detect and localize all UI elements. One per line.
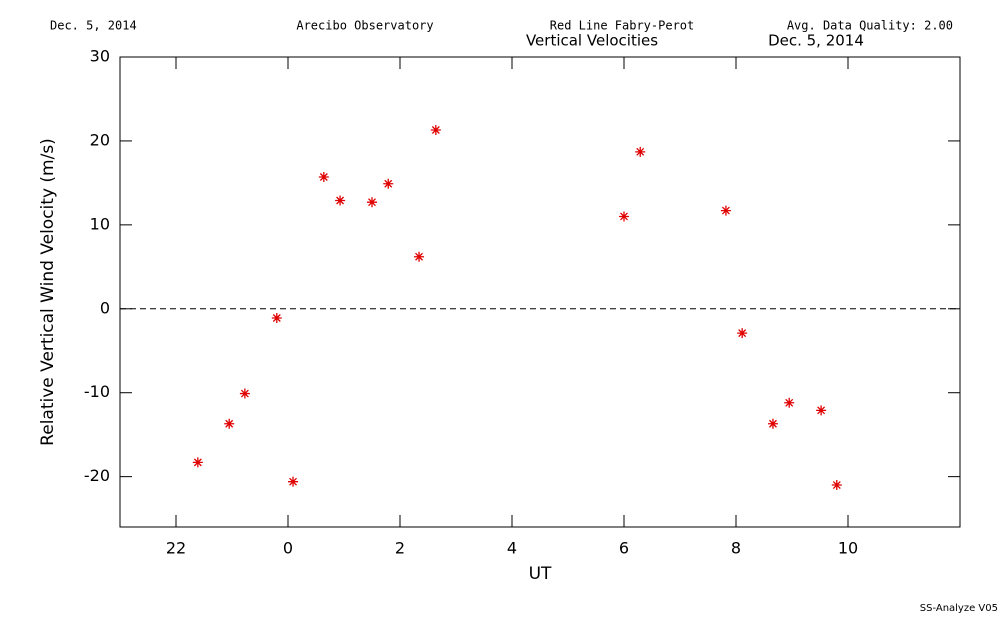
x-tick-label: 4 [507, 539, 517, 558]
x-tick-label: 22 [166, 539, 186, 558]
y-tick-label: -10 [84, 382, 110, 401]
point [383, 178, 394, 189]
chart-title: Vertical Velocities [526, 32, 658, 50]
header-site: Arecibo Observatory [296, 19, 433, 33]
point [767, 418, 778, 429]
y-tick-label: -20 [84, 466, 110, 485]
x-tick-label: 10 [838, 539, 858, 558]
point [192, 457, 203, 468]
y-tick-label: 0 [100, 298, 110, 317]
point [224, 418, 235, 429]
point [816, 405, 827, 416]
y-axis-label: Relative Vertical Wind Velocity (m/s) [38, 138, 58, 446]
x-tick-label: 0 [283, 539, 293, 558]
point [430, 125, 441, 136]
y-tick-label: 30 [90, 47, 110, 66]
point [335, 195, 346, 206]
footer: SS-Analyze V05 [920, 603, 998, 614]
point [720, 205, 731, 216]
point [831, 480, 842, 491]
title-date: Dec. 5, 2014 [768, 32, 864, 50]
x-tick-label: 6 [619, 539, 629, 558]
point [414, 251, 425, 262]
point [288, 476, 299, 487]
x-axis-label: UT [529, 564, 552, 584]
point [784, 397, 795, 408]
x-tick-label: 8 [731, 539, 741, 558]
header-quality: Avg. Data Quality: 2.00 [787, 19, 953, 33]
header-date: Dec. 5, 2014 [50, 19, 137, 33]
y-tick-label: 10 [90, 214, 110, 233]
point [271, 313, 282, 324]
point [367, 197, 377, 208]
point [239, 388, 250, 399]
x-tick-label: 2 [395, 539, 405, 558]
y-tick-label: 20 [90, 130, 110, 149]
point [318, 172, 329, 183]
point [619, 211, 629, 222]
point [635, 146, 646, 157]
header-instrument: Red Line Fabry-Perot [550, 19, 695, 33]
point [737, 328, 748, 339]
plot-frame [119, 56, 961, 528]
